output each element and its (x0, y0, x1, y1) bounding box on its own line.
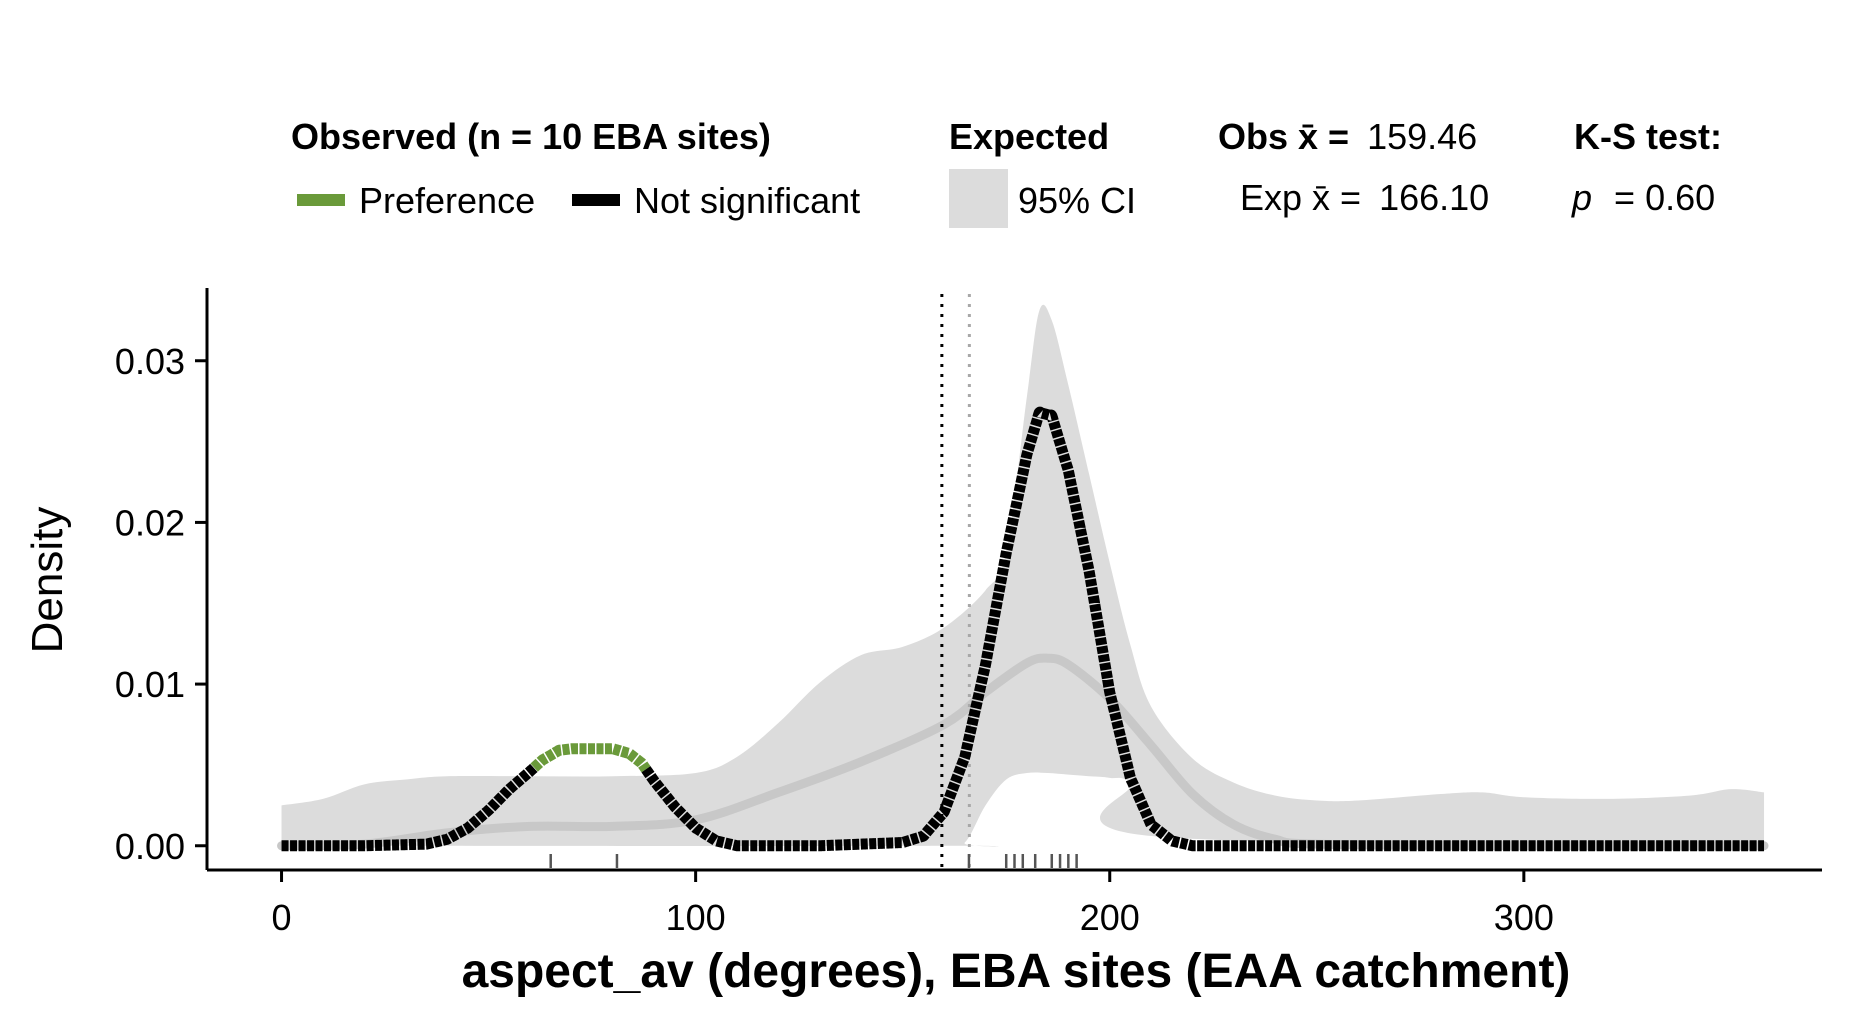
legend-exp-mean: Exp x̄ = 166.10 (1240, 177, 1489, 218)
y-tick-label-3: 0.03 (115, 341, 185, 382)
x-tick-label-1: 100 (666, 897, 726, 938)
legend-expected-title: Expected (949, 116, 1109, 157)
x-axis-title: aspect_av (degrees), EBA sites (EAA catc… (462, 945, 1571, 998)
y-tick-label-2: 0.02 (115, 502, 185, 543)
legend-preference-label: Preference (359, 180, 535, 221)
legend-not-significant-swatch (572, 194, 620, 206)
legend-exp-mean-value: 166.10 (1379, 177, 1489, 218)
legend-exp-mean-label: Exp x̄ = (1240, 177, 1361, 218)
legend-p-value: = 0.60 (1614, 177, 1715, 218)
ci-band (281, 304, 1765, 847)
plot-area (277, 294, 1769, 870)
legend-p-symbol: p (1571, 177, 1592, 218)
y-tick-label-0: 0.00 (115, 826, 185, 867)
legend-observed-title: Observed (n = 10 EBA sites) (291, 116, 771, 157)
axes: 0 100 200 300 0.00 0.01 0.02 0.03 (115, 288, 1822, 938)
observed-density-not-significant-left (278, 763, 538, 852)
legend-ci-swatch (949, 169, 1008, 228)
legend-ks-title: K-S test: (1574, 116, 1722, 157)
legend-obs-mean-label: Obs x̄ = (1218, 116, 1349, 157)
legend-obs-mean: Obs x̄ = 159.46 (1218, 116, 1477, 157)
legend-obs-mean-value: 159.46 (1367, 116, 1477, 157)
x-tick-label-2: 200 (1080, 897, 1140, 938)
y-tick-label-1: 0.01 (115, 664, 185, 705)
legend-ks-p: p = 0.60 (1571, 177, 1715, 218)
y-axis-title: Density (23, 507, 72, 654)
observed-density-preference (530, 743, 651, 773)
legend: Observed (n = 10 EBA sites) Preference N… (291, 116, 1722, 228)
legend-not-significant-label: Not significant (634, 180, 860, 221)
x-tick-label-0: 0 (272, 897, 292, 938)
x-tick-label-3: 300 (1494, 897, 1554, 938)
legend-ci-label: 95% CI (1018, 180, 1136, 221)
legend-preference-swatch (297, 194, 345, 206)
observed-density-not-significant-right (641, 406, 1768, 852)
